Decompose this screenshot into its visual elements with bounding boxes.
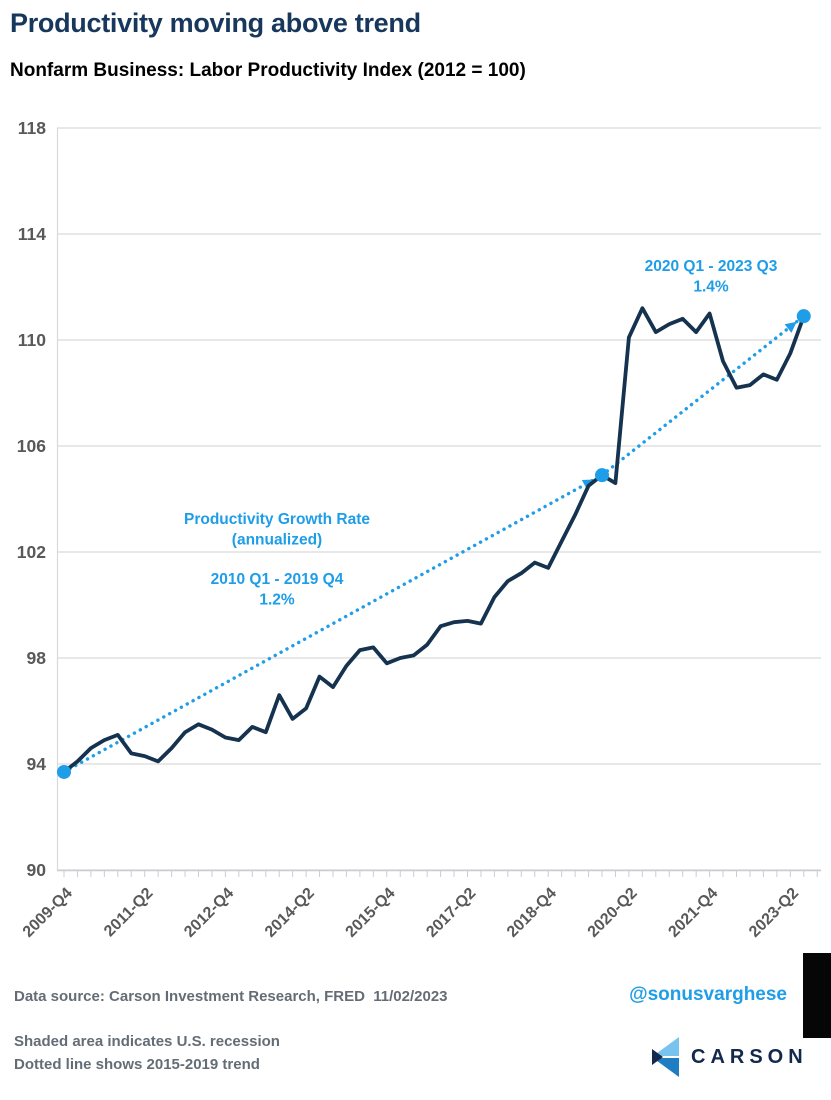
carson-logo-text: CARSON <box>691 1045 808 1068</box>
chart-annotation: (annualized) <box>232 532 322 549</box>
x-axis-label: 2014-Q2 <box>262 885 318 941</box>
page-title: Productivity moving above trend <box>10 8 421 38</box>
x-axis-label: 2017-Q2 <box>423 885 479 941</box>
footnote-recession: Shaded area indicates U.S. recession <box>14 1033 280 1050</box>
x-axis-label: 2021-Q4 <box>665 885 721 941</box>
y-axis-label: 94 <box>27 754 47 774</box>
y-axis-label: 110 <box>18 330 46 350</box>
trend-dotted-line <box>62 473 604 774</box>
footnote-trend: Dotted line shows 2015-2019 trend <box>14 1056 260 1073</box>
chart-annotation: 1.2% <box>259 592 295 609</box>
chart-subtitle: Nonfarm Business: Labor Productivity Ind… <box>10 60 526 81</box>
x-axis-label: 2018-Q4 <box>504 885 560 941</box>
logo-top-triangle <box>653 1037 679 1056</box>
x-axis-label: 2020-Q2 <box>585 885 641 941</box>
cropped-black-square <box>803 953 831 1038</box>
chart-annotation: 1.4% <box>693 279 729 296</box>
logo-bottom-triangle <box>653 1058 679 1077</box>
logo-navy-wedge <box>652 1049 663 1065</box>
chart-annotation: Productivity Growth Rate <box>184 511 370 528</box>
trend-marker <box>595 468 609 483</box>
y-axis-label: 102 <box>17 542 46 562</box>
y-axis-label: 98 <box>27 648 47 668</box>
x-axis-label: 2012-Q4 <box>181 885 237 941</box>
social-handle: @sonusvarghese <box>629 984 787 1005</box>
productivity-line <box>62 306 806 774</box>
chart-annotation: 2010 Q1 - 2019 Q4 <box>211 571 344 588</box>
y-axis-label: 106 <box>17 436 46 456</box>
chart-annotation: 2020 Q1 - 2023 Q3 <box>645 258 778 275</box>
y-axis-label: 114 <box>18 224 46 244</box>
trend-marker <box>57 764 71 779</box>
y-axis-label: 90 <box>27 860 47 880</box>
x-axis-label: 2009-Q4 <box>20 885 76 941</box>
carson-logo: CARSON <box>650 1036 808 1078</box>
x-axis-label: 2011-Q2 <box>101 885 156 940</box>
data-source-text: Data source: Carson Investment Research,… <box>14 988 448 1005</box>
trend-arrowhead <box>784 321 797 333</box>
trend-dotted-line <box>600 314 806 477</box>
carson-logo-icon <box>652 1037 679 1077</box>
y-axis-label: 118 <box>18 118 46 138</box>
footnotes: Shaded area indicates U.S. recession Dot… <box>14 1030 280 1076</box>
x-axis-label: 2023-Q2 <box>746 885 802 941</box>
x-axis-label: 2015-Q4 <box>343 885 399 941</box>
trend-marker <box>796 309 811 324</box>
